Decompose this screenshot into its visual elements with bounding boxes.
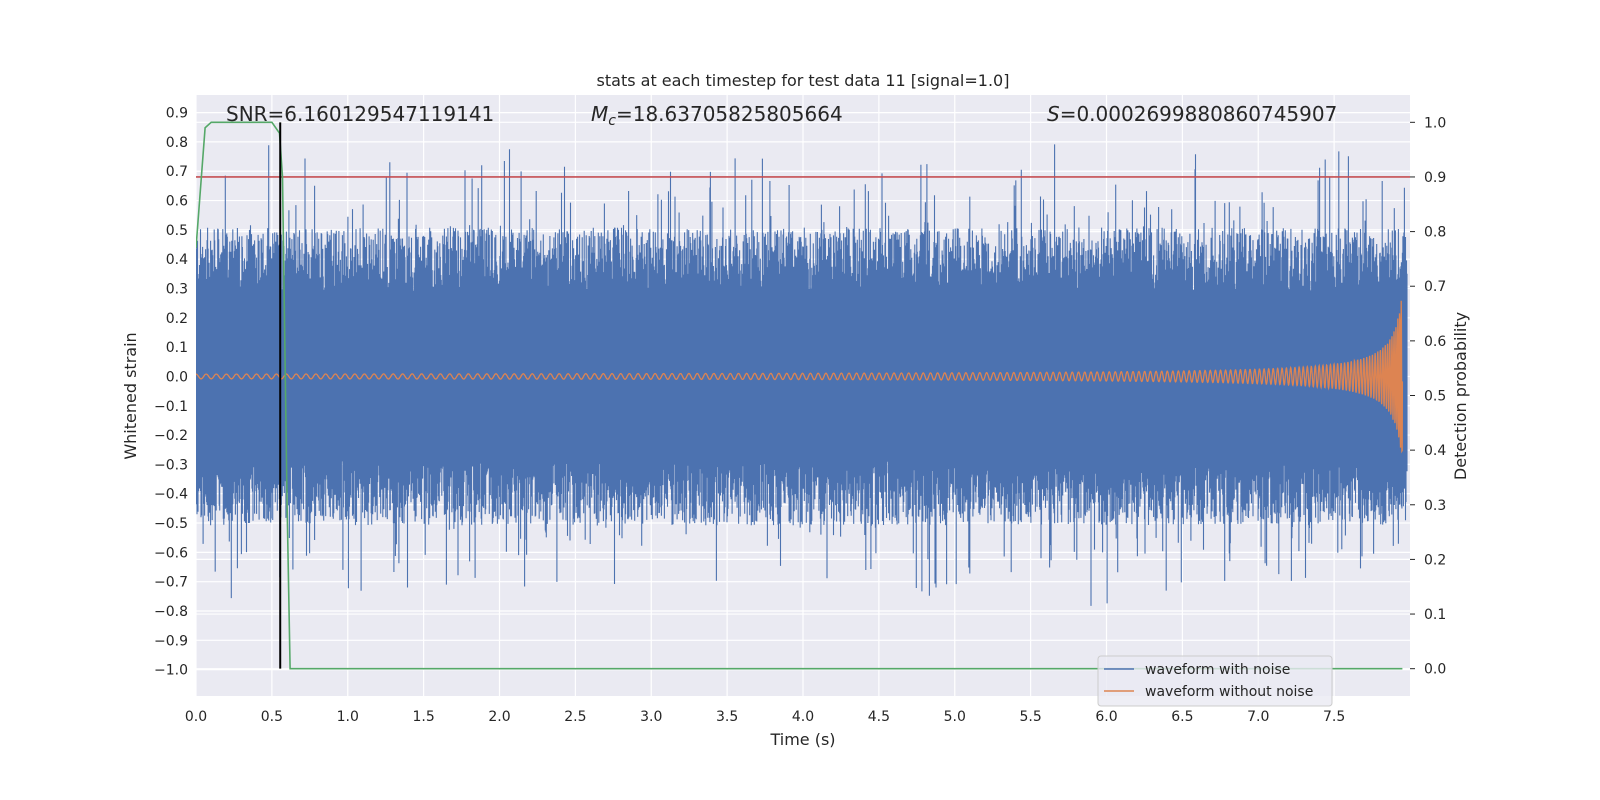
- y-tick-label: −0.4: [154, 487, 188, 503]
- y-right-tick-label: 0.5: [1424, 389, 1446, 405]
- x-tick-label: 1.5: [412, 709, 434, 725]
- y-tick-label: 0.1: [166, 340, 188, 356]
- x-tick-label: 4.5: [868, 709, 890, 725]
- y-right-tick-label: 0.8: [1424, 225, 1446, 241]
- y-right-tick-label: 0.1: [1424, 607, 1446, 623]
- x-tick-label: 2.0: [488, 709, 510, 725]
- y-right-tick-label: 0.4: [1424, 443, 1446, 459]
- y-tick-labels: 0.9 0.8 0.7 0.6 0.5 0.4 0.3 0.2 0.1 0.0 −0.1 −0.2 −0…: [154, 106, 188, 679]
- y-tick-label: −0.2: [154, 428, 188, 444]
- clean-waveform-line: [196, 300, 1404, 454]
- x-tick-label: 2.5: [564, 709, 586, 725]
- y-axis-label: Whitened strain: [121, 332, 140, 459]
- y-right-tick-labels: 1.0 0.9 0.8 0.7 0.6 0.5 0.4 0.3 0.2 0.1 0.0: [1410, 115, 1446, 678]
- y-tick-label: −0.9: [154, 633, 188, 649]
- y-tick-label: 0.2: [166, 311, 188, 327]
- y-right-axis-label: Detection probability: [1451, 312, 1470, 480]
- plot-series: [196, 121, 1410, 670]
- legend-label-noise: waveform with noise: [1145, 662, 1290, 678]
- snr-annotation: SNR=6.160129547119141: [226, 102, 494, 126]
- y-tick-label: −0.5: [154, 516, 188, 532]
- y-tick-label: 0.8: [166, 135, 188, 151]
- y-right-tick-label: 0.0: [1424, 662, 1446, 678]
- x-tick-label: 0.0: [185, 709, 207, 725]
- y-tick-label: −0.8: [154, 604, 188, 620]
- y-right-tick-label: 0.2: [1424, 552, 1446, 568]
- legend: waveform with noise waveform without noi…: [1097, 655, 1333, 707]
- y-tick-label: −0.1: [154, 399, 188, 415]
- y-tick-label: 0.3: [166, 281, 188, 297]
- y-right-tick-label: 0.6: [1424, 334, 1446, 350]
- y-tick-label: −0.7: [154, 575, 188, 591]
- y-tick-label: 0.9: [166, 106, 188, 122]
- x-tick-label: 7.5: [1323, 709, 1345, 725]
- x-tick-label: 5.0: [944, 709, 966, 725]
- chart-title: stats at each timestep for test data 11 …: [597, 71, 1010, 90]
- y-right-tick-label: 1.0: [1424, 115, 1446, 131]
- legend-label-clean: waveform without noise: [1145, 684, 1313, 700]
- x-tick-label: 5.5: [1019, 709, 1041, 725]
- y-tick-label: 0.7: [166, 164, 188, 180]
- y-tick-label: 0.4: [166, 252, 188, 268]
- x-tick-label: 7.0: [1247, 709, 1269, 725]
- x-axis-label: Time (s): [769, 730, 835, 749]
- x-tick-label: 6.5: [1171, 709, 1193, 725]
- x-tick-label: 3.0: [640, 709, 662, 725]
- y-tick-label: −1.0: [154, 663, 188, 679]
- x-tick-label: 6.0: [1095, 709, 1117, 725]
- legend-box: [1097, 655, 1333, 707]
- y-tick-label: 0.6: [166, 194, 188, 210]
- y-tick-label: 0.0: [166, 369, 188, 385]
- y-tick-label: −0.6: [154, 545, 188, 561]
- x-tick-label: 4.0: [792, 709, 814, 725]
- y-tick-label: −0.3: [154, 457, 188, 473]
- x-tick-label: 3.5: [716, 709, 738, 725]
- y-right-tick-label: 0.9: [1424, 170, 1446, 186]
- s-annotation: S=0.0002699880860745907: [1047, 102, 1337, 126]
- y-right-tick-label: 0.3: [1424, 498, 1446, 514]
- x-tick-labels: 0.0 0.5 1.0 1.5 2.0 2.5 3.0 3.5 4.0 4.5 5.0 5.5 6.0 6…: [185, 709, 1345, 725]
- chirp-mass-annotation: Mc=18.63705825805664: [591, 102, 843, 129]
- y-tick-label: 0.5: [166, 223, 188, 239]
- x-tick-label: 0.5: [261, 709, 283, 725]
- x-tick-label: 1.0: [337, 709, 359, 725]
- y-right-tick-label: 0.7: [1424, 279, 1446, 295]
